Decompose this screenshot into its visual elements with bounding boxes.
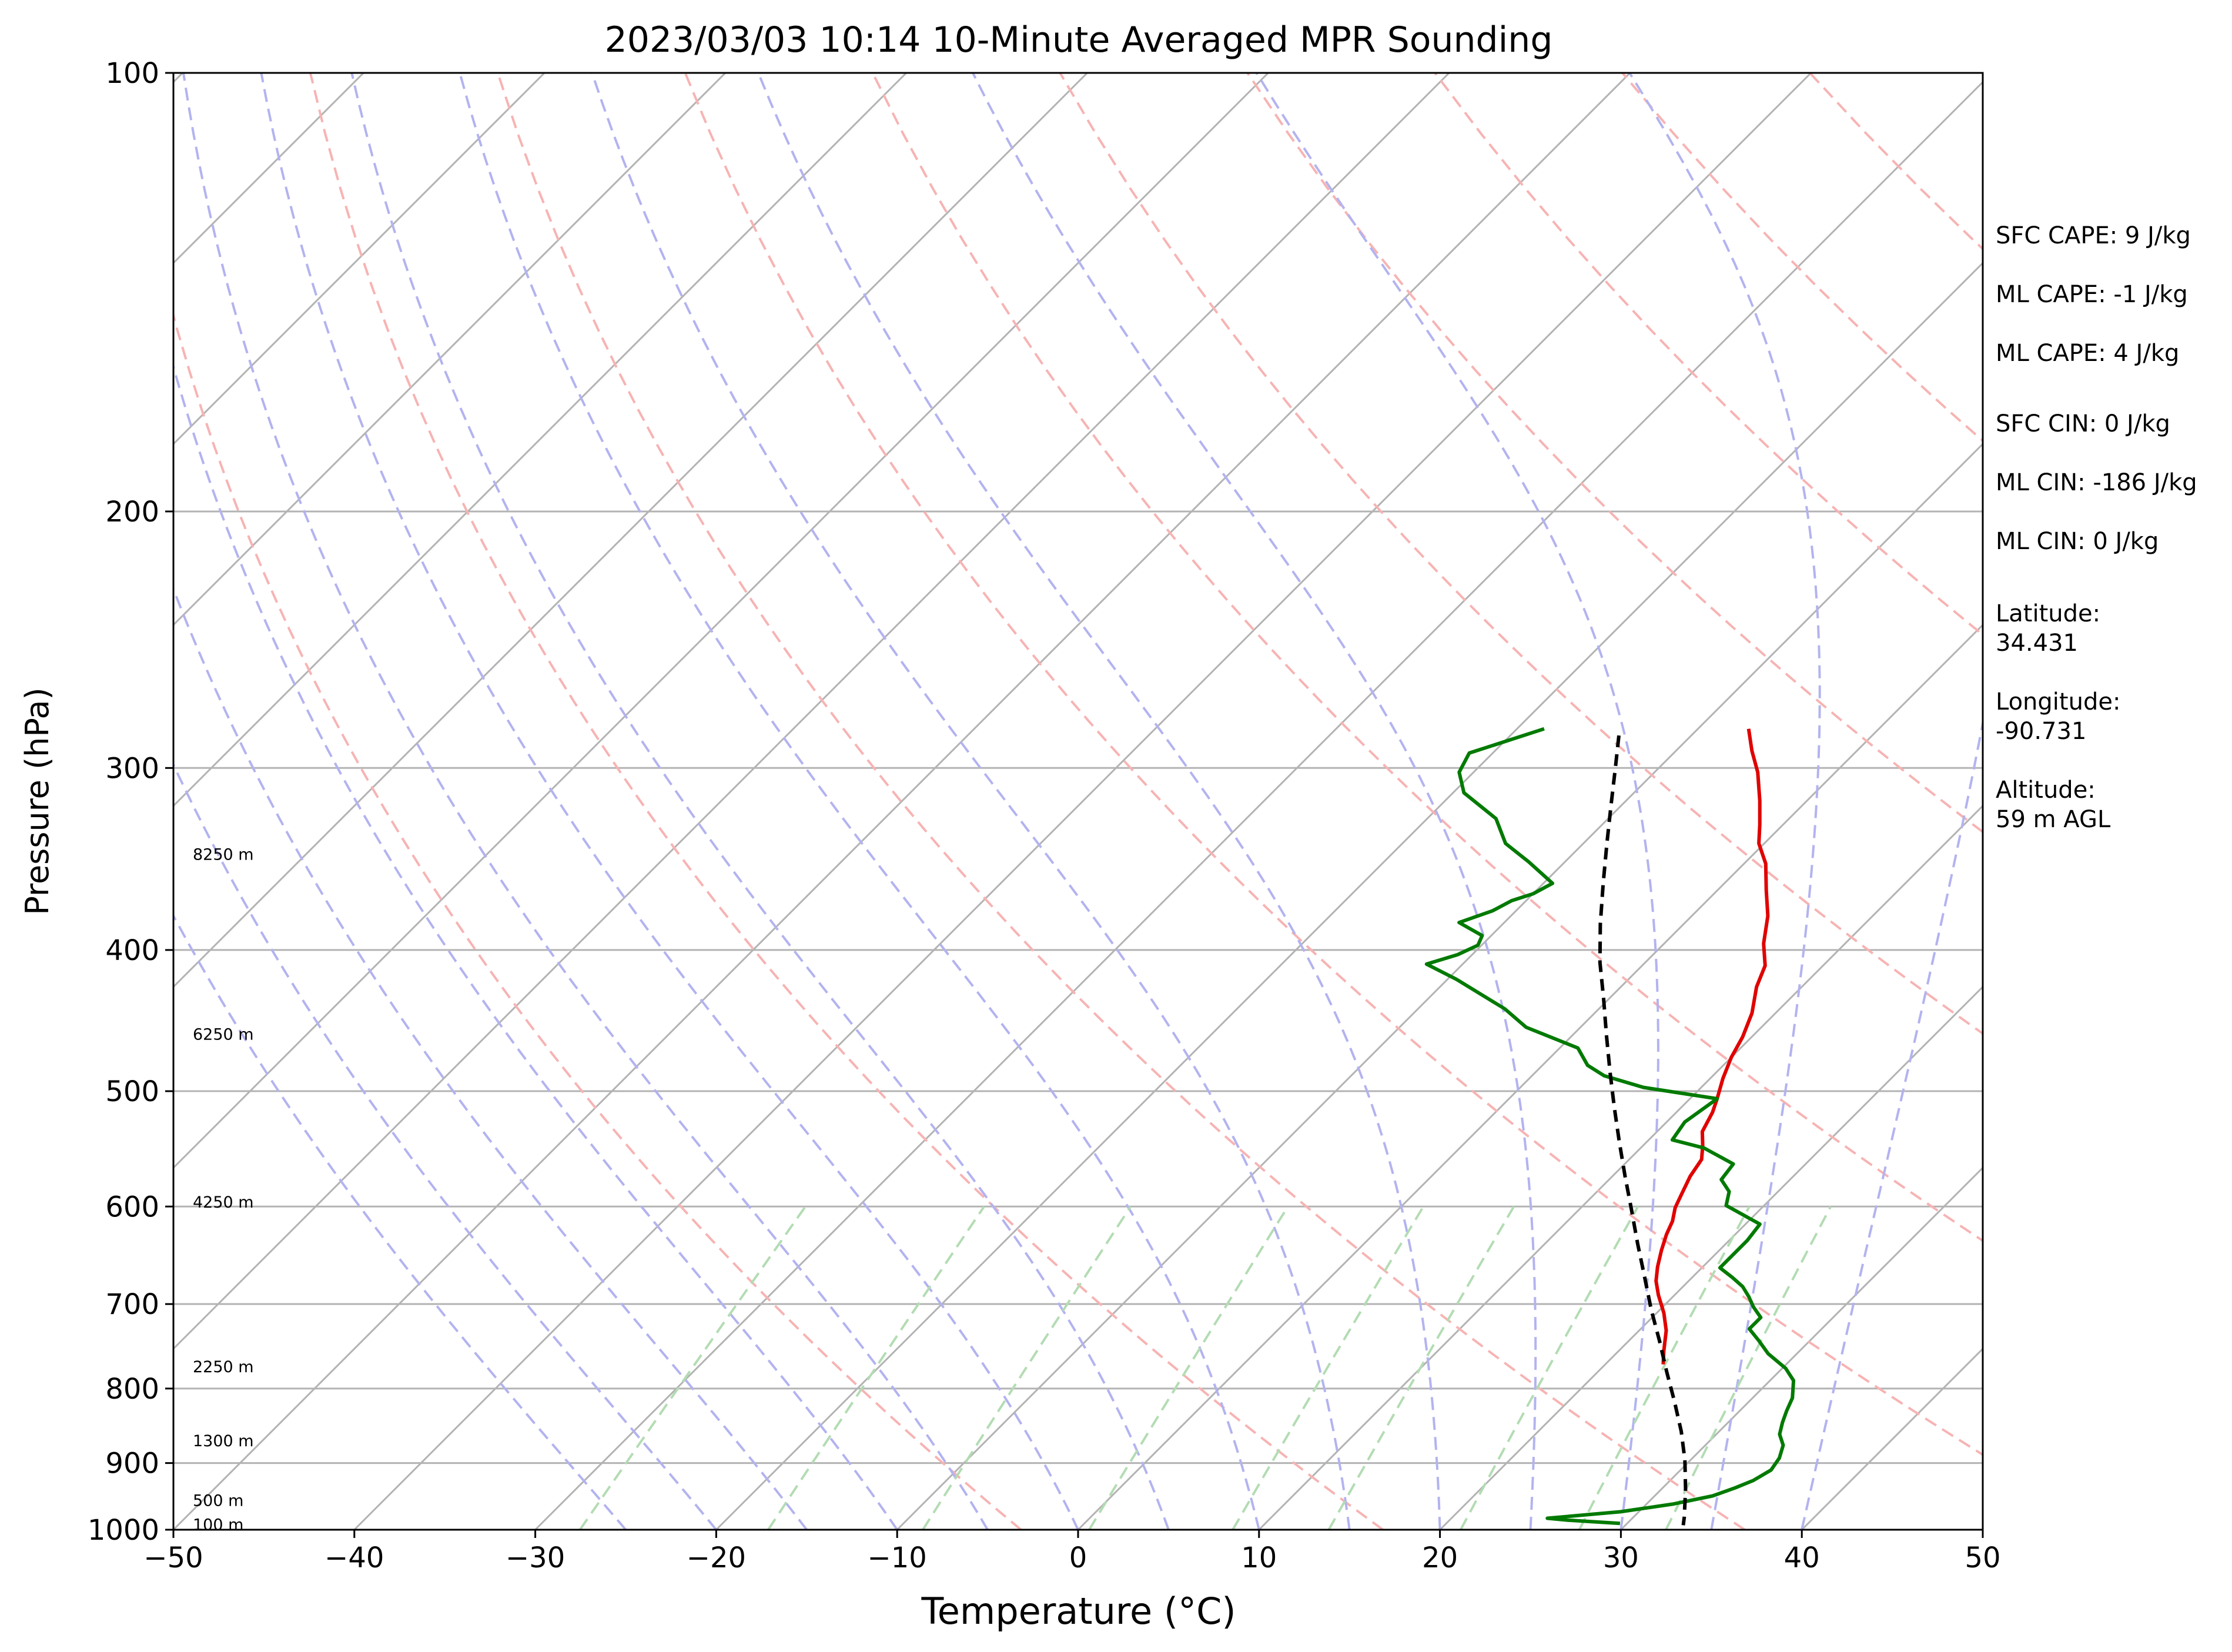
temperature-line — [1654, 728, 1770, 1365]
isotherm-line — [1439, 985, 1983, 1530]
height-label: 8250 m — [193, 846, 254, 864]
y-tick-label: 300 — [105, 752, 159, 785]
y-tick-label: 100 — [105, 57, 159, 90]
parcel-path-line — [1598, 735, 1688, 1526]
mixing-ratio-line — [578, 1206, 807, 1530]
moist-adiabat-line — [173, 586, 808, 1530]
y-tick-label: 500 — [105, 1075, 159, 1108]
isotherm-line — [1077, 623, 1983, 1530]
x-tick-label: −40 — [324, 1541, 384, 1574]
dry-adiabat-line — [871, 73, 1983, 1242]
longitude-label: Longitude: — [1996, 688, 2120, 715]
y-tick-label: 700 — [105, 1288, 159, 1321]
height-label: 500 m — [193, 1492, 243, 1510]
x-tick-label: −20 — [687, 1541, 746, 1574]
x-tick-label: 10 — [1241, 1541, 1277, 1574]
dry-adiabat-line — [1246, 73, 1983, 834]
moist-adiabat-line — [1801, 717, 1983, 1530]
moist-adiabat-line — [260, 73, 1079, 1530]
height-labels: 8250 m 6250 m 4250 m 2250 m 1300 m 500 m 100 m — [193, 846, 254, 1534]
mixing-ratio-line — [767, 1206, 985, 1530]
sounding-series — [1424, 727, 1796, 1526]
x-tick-label: 0 — [1069, 1541, 1087, 1574]
isotherm-line — [1620, 1166, 1983, 1530]
x-tick-label: −30 — [506, 1541, 565, 1574]
height-label: 100 m — [193, 1516, 243, 1534]
isotherm-line — [173, 73, 1269, 1169]
mixing-ratio-line — [1665, 1206, 1832, 1530]
altitude-value: 59 m AGL — [1996, 806, 2111, 833]
y-tick-label: 400 — [105, 934, 159, 967]
latitude-value: 34.431 — [1996, 630, 2078, 657]
latitude-label: Latitude: — [1996, 600, 2100, 627]
mixing-ratio-line — [1088, 1206, 1289, 1530]
y-tick-label: 200 — [105, 496, 159, 529]
x-tick-label: 30 — [1603, 1541, 1639, 1574]
moist-adiabat-line — [1255, 73, 1659, 1530]
chart-title: 2023/03/03 10:14 10-Minute Averaged MPR … — [605, 19, 1553, 61]
isotherm-line — [1258, 804, 1983, 1530]
x-tick-label: 50 — [1965, 1541, 2000, 1574]
moist-adiabat-line — [757, 73, 1441, 1530]
moist-adiabat-line — [182, 73, 989, 1530]
isotherm-line — [534, 81, 1983, 1530]
y-tick-label: 800 — [105, 1373, 159, 1406]
isotherm-line — [173, 73, 546, 446]
ml-cin-text: ML CIN: -186 J/kg — [1996, 469, 2197, 496]
isotherm-line — [715, 262, 1983, 1530]
x-tick-label: −10 — [868, 1541, 927, 1574]
ml-cape-text: ML CAPE: -1 J/kg — [1996, 281, 2188, 308]
mixing-ratio-line — [1232, 1206, 1425, 1530]
isotherm-line — [173, 73, 1631, 1530]
x-tick-label: −50 — [143, 1541, 203, 1574]
x-axis-label: Temperature (°C) — [921, 1590, 1236, 1633]
moist-adiabat-line — [1628, 73, 1821, 1530]
dry-adiabat-line — [309, 73, 1384, 1530]
mixing-ratio-line — [1578, 1206, 1751, 1530]
moist-adiabat-line — [173, 913, 627, 1530]
isotherm-line — [173, 73, 907, 807]
height-label: 6250 m — [193, 1025, 254, 1044]
dewpoint-line — [1424, 727, 1796, 1526]
mixing-ratio-line — [1327, 1206, 1515, 1530]
moist-adiabat-line — [972, 73, 1537, 1530]
ml-cape-text-2: ML CAPE: 4 J/kg — [1996, 340, 2179, 367]
y-axis-ticks: 1000 900 800 700 600 500 400 300 200 100 — [88, 57, 173, 1547]
altitude-label: Altitude: — [1996, 777, 2096, 804]
background-lines — [173, 73, 1983, 1530]
x-axis-ticks: −50 −40 −30 −20 −10 0 10 20 30 40 50 — [143, 1530, 2001, 1574]
longitude-value: -90.731 — [1996, 718, 2086, 745]
height-label: 4250 m — [193, 1193, 254, 1212]
x-tick-label: 40 — [1784, 1541, 1820, 1574]
sfc-cape-text: SFC CAPE: 9 J/kg — [1996, 222, 2191, 249]
isotherm-line — [173, 73, 1088, 988]
isotherm-line — [353, 73, 1812, 1530]
dry-adiabat-line — [173, 311, 1022, 1530]
y-tick-label: 900 — [105, 1447, 159, 1480]
y-tick-label: 600 — [105, 1190, 159, 1223]
mixing-ratio-line — [1460, 1206, 1639, 1530]
dry-adiabat-line — [1059, 73, 1983, 1035]
moist-adiabat-line — [350, 73, 1170, 1530]
mixing-ratio-line — [922, 1206, 1132, 1530]
moist-adiabat-line — [591, 73, 1351, 1530]
isotherm-line — [173, 73, 1450, 1350]
x-tick-label: 20 — [1422, 1541, 1458, 1574]
moist-adiabat-line — [459, 73, 1260, 1530]
moist-adiabat-line — [173, 362, 898, 1530]
dry-adiabat-line — [496, 73, 1746, 1530]
isotherm-line — [896, 443, 1983, 1530]
height-label: 2250 m — [193, 1358, 254, 1376]
ml-cin-text-2: ML CIN: 0 J/kg — [1996, 528, 2159, 555]
moist-adiabat-line — [173, 761, 717, 1530]
y-axis-label: Pressure (hPa) — [19, 687, 56, 915]
isotherm-line — [173, 73, 727, 627]
y-tick-label: 1000 — [88, 1514, 159, 1547]
height-label: 1300 m — [193, 1432, 254, 1450]
sfc-cin-text: SFC CIN: 0 J/kg — [1996, 410, 2170, 437]
sounding-annotations: SFC CAPE: 9 J/kg ML CAPE: -1 J/kg ML CAP… — [1996, 222, 2197, 833]
